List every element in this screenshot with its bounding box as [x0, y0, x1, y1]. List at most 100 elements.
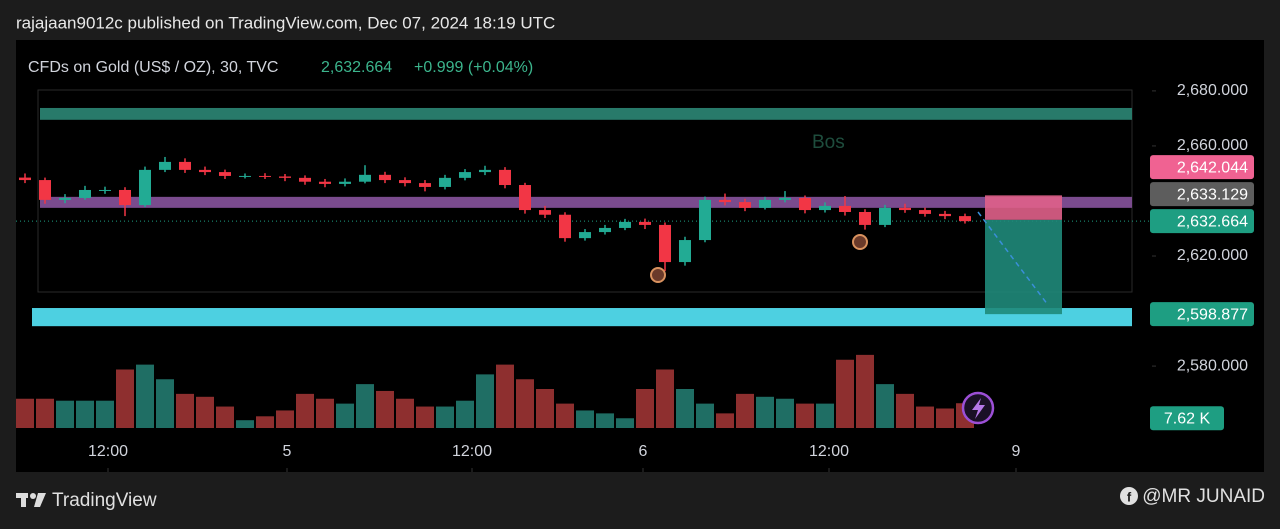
- candle-body: [819, 205, 831, 211]
- candle-body: [579, 232, 591, 239]
- volume-bar: [296, 393, 314, 428]
- candle-body: [899, 207, 911, 211]
- candle-body: [499, 169, 511, 186]
- marker: [852, 234, 868, 250]
- candle-body: [699, 199, 711, 241]
- candle-body: [559, 214, 571, 239]
- brand-logo: [16, 493, 46, 507]
- x-tick-label: 5: [283, 443, 292, 460]
- volume-bar: [316, 398, 334, 428]
- frame: [37, 89, 1133, 293]
- position-stop: [985, 195, 1062, 220]
- volume-bar: [656, 369, 674, 428]
- volume-bar: [456, 400, 474, 428]
- candle-body: [19, 177, 31, 181]
- candle-body: [859, 211, 871, 225]
- candle-body: [479, 169, 491, 173]
- price-tag: [1150, 182, 1254, 207]
- candle-body: [619, 221, 631, 228]
- volume-bar: [856, 354, 874, 428]
- volume-bar: [896, 393, 914, 428]
- candle-body: [459, 172, 471, 178]
- candle-body: [599, 227, 611, 233]
- volume-bar: [196, 396, 214, 428]
- volume-bar: [176, 393, 194, 428]
- volume-bar: [156, 379, 174, 428]
- volume-bar: [756, 396, 774, 428]
- candle-body: [739, 202, 751, 208]
- x-tick-label: 12:00: [809, 443, 849, 460]
- candle-body: [239, 175, 251, 177]
- volume-tag: [1150, 406, 1224, 431]
- alert-icon-bolt: [972, 398, 985, 419]
- candle-body: [339, 181, 351, 184]
- candle-body: [379, 174, 391, 181]
- volume-bar: [256, 416, 274, 428]
- candle-body: [959, 216, 971, 222]
- candle-body: [719, 199, 731, 203]
- candle-body: [419, 183, 431, 187]
- chart-layer: 2,680.000 2,660.000 2,620.000 2,580.000 12:0…: [16, 82, 1254, 472]
- volume-bar: [56, 400, 74, 428]
- volume-bar: [376, 390, 394, 428]
- volume-bar: [96, 400, 114, 428]
- zone: [40, 196, 1132, 208]
- volume-tag-label: 7.62 K: [1164, 410, 1211, 427]
- x-tick-label: 6: [639, 443, 648, 460]
- candle-body: [59, 197, 71, 200]
- y-tick-label: 2,660.000: [1177, 137, 1248, 154]
- candle-body: [679, 240, 691, 263]
- candle-body: [359, 174, 371, 182]
- y-tick-label: 2,620.000: [1177, 247, 1248, 264]
- candle-body: [219, 172, 231, 176]
- price-tag-label: 2,633.129: [1177, 186, 1248, 203]
- candle-body: [199, 169, 211, 173]
- candle-body: [319, 181, 331, 184]
- price-tag-label: 2,598.877: [1177, 306, 1248, 323]
- candle-body: [759, 199, 771, 208]
- price-tag: [1150, 155, 1254, 180]
- volume-bar: [516, 379, 534, 428]
- facebook-icon-f: f: [1127, 489, 1132, 504]
- candle-body: [939, 213, 951, 217]
- price-change: +0.999 (+0.04%): [414, 59, 533, 76]
- candle-body: [99, 189, 111, 191]
- candle-body: [839, 205, 851, 212]
- candle-body: [519, 185, 531, 211]
- candle-body: [639, 221, 651, 225]
- volume-bar: [876, 384, 894, 428]
- volume-bar: [16, 398, 34, 428]
- y-tick-label: 2,680.000: [1177, 82, 1248, 99]
- volume-bar: [736, 393, 754, 428]
- position-target: [985, 219, 1062, 315]
- volume-bar: [36, 398, 54, 428]
- volume-bar: [776, 398, 794, 428]
- publisher: rajajaan9012c published on TradingView.c…: [16, 13, 555, 32]
- volume-bar: [76, 400, 94, 428]
- volume-bar: [476, 374, 494, 428]
- projection-line: [977, 211, 1049, 306]
- volume-bar: [216, 406, 234, 428]
- candle-body: [159, 161, 171, 170]
- x-tick-label: 12:00: [452, 443, 492, 460]
- zone: [40, 107, 1132, 120]
- volume-bar: [536, 389, 554, 428]
- annotation: Bos: [812, 132, 845, 153]
- volume-bar: [236, 420, 254, 428]
- candle-body: [259, 175, 271, 177]
- candle-body: [79, 189, 91, 198]
- candle-body: [659, 224, 671, 263]
- candle-body: [919, 210, 931, 214]
- candle-body: [439, 177, 451, 187]
- volume-bar: [396, 398, 414, 428]
- volume-bar: [696, 403, 714, 428]
- volume-bar: [356, 384, 374, 428]
- price-tag-label: 2,642.044: [1177, 159, 1248, 176]
- price-tag: [1150, 209, 1254, 234]
- volume-bar: [836, 359, 854, 428]
- candle-body: [399, 180, 411, 184]
- price-tag: [1150, 302, 1254, 327]
- marker: [650, 267, 666, 283]
